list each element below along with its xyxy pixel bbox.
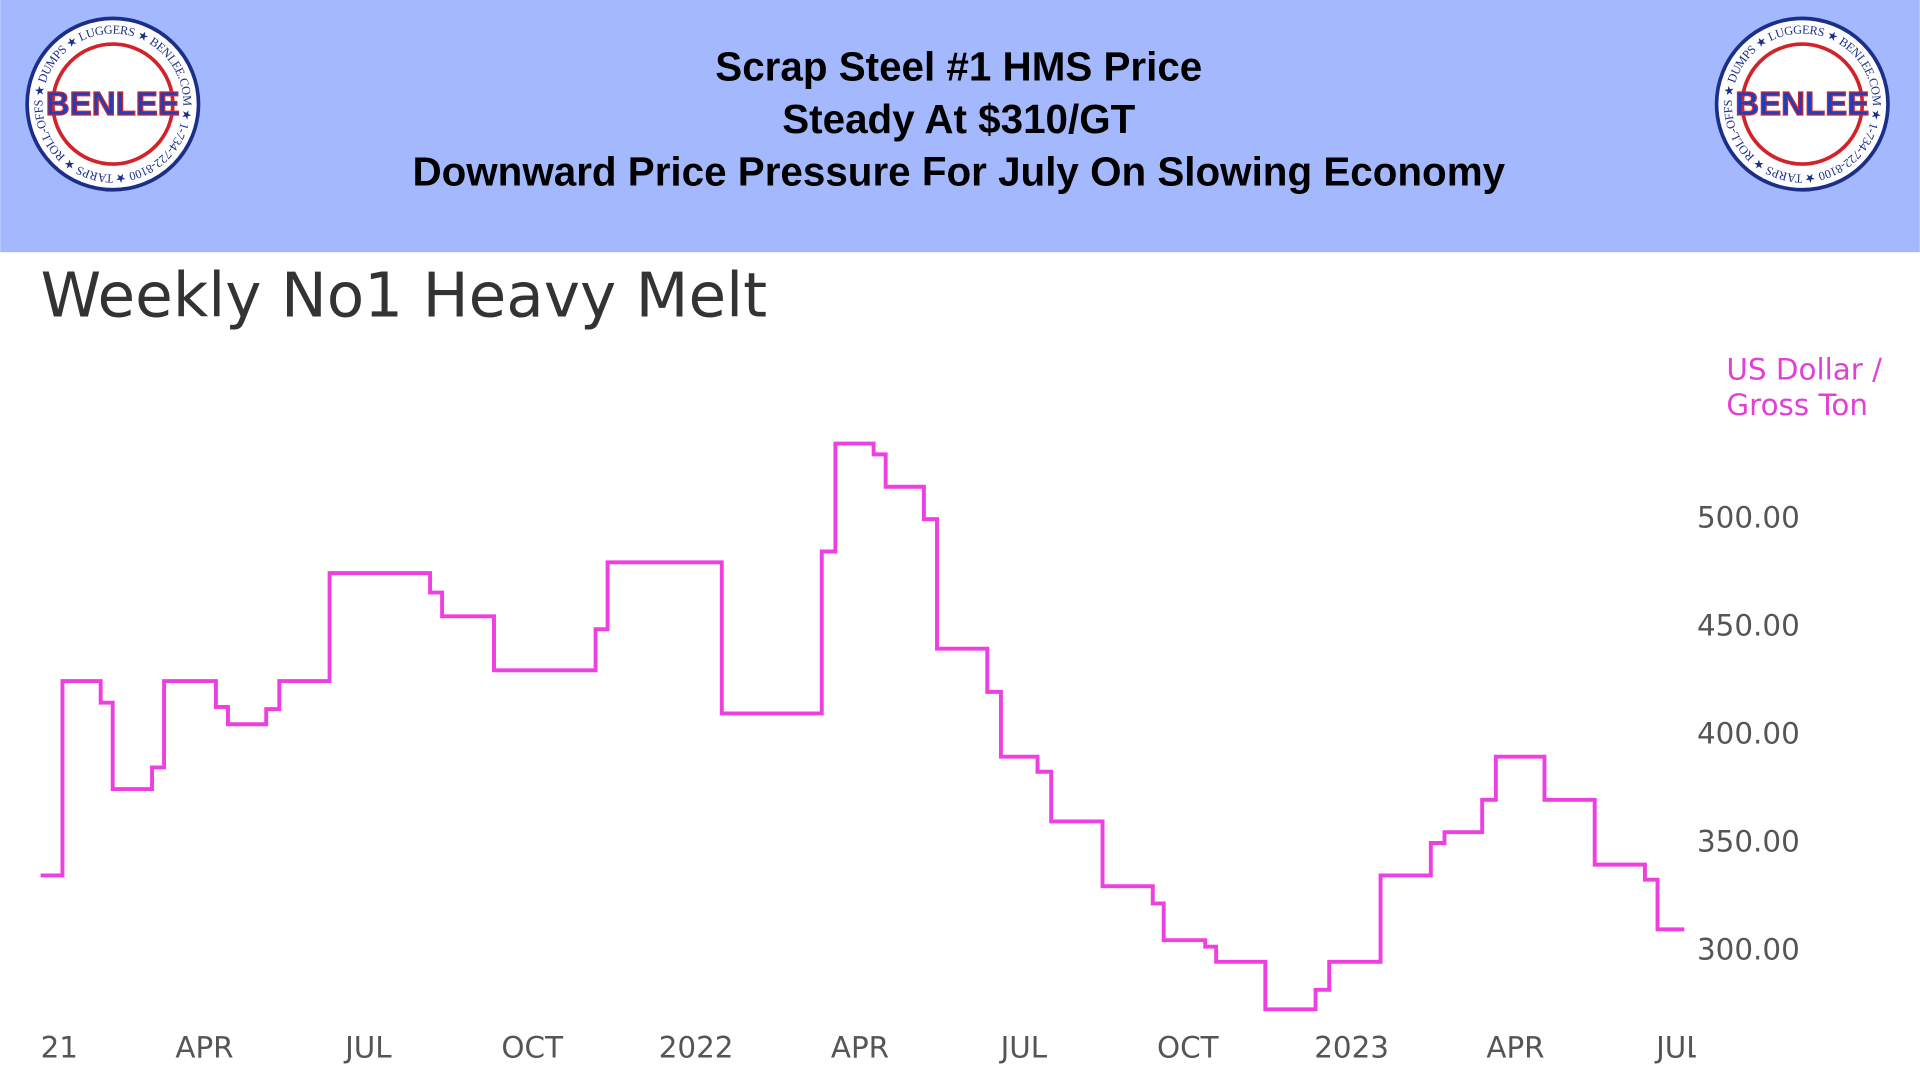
x-tick-label: OCT [1157,1031,1220,1065]
header-subtitle: Downward Price Pressure For July On Slow… [412,149,1505,195]
x-tick-label: 2023 [1314,1031,1389,1065]
header-title: Scrap Steel #1 HMS Price [715,43,1202,89]
y-tick-label: 500.00 [1697,501,1800,535]
x-tick-label: OCT [501,1031,564,1065]
x-tick-label: JUL [999,1031,1048,1065]
x-axis: 2021 APR JUL OCT 2022 APR JUL OCT 2023 APR JUL [3,1031,1703,1065]
header-subtitle: Steady At $310/GT [782,96,1135,142]
y-tick-label: 350.00 [1697,825,1800,859]
x-tick-label: JUL [1654,1031,1703,1065]
x-tick-label: APR [175,1031,233,1065]
x-tick-label: APR [831,1031,889,1065]
price-line [40,441,1685,1012]
header-band [0,0,1920,253]
y-tick-label: 450.00 [1697,609,1800,643]
y-axis-label: US Dollar / [1726,352,1882,386]
x-tick-label: JUL [343,1031,392,1065]
y-tick-label: 400.00 [1697,717,1800,751]
y-tick-label: 300.00 [1697,932,1800,966]
logo-text: BENLEE [46,86,180,123]
x-tick-label: 2022 [659,1031,734,1065]
x-tick-label: 2021 [3,1031,78,1065]
plot: 2021 APR JUL OCT 2022 APR JUL OCT 2023 APR JUL 300.… [3,441,1800,1065]
logo-text: BENLEE [1735,86,1869,123]
x-tick-label: APR [1486,1031,1544,1065]
y-axis-label: Gross Ton [1726,388,1868,422]
chart-title: Weekly No1 Heavy Melt [41,261,768,332]
